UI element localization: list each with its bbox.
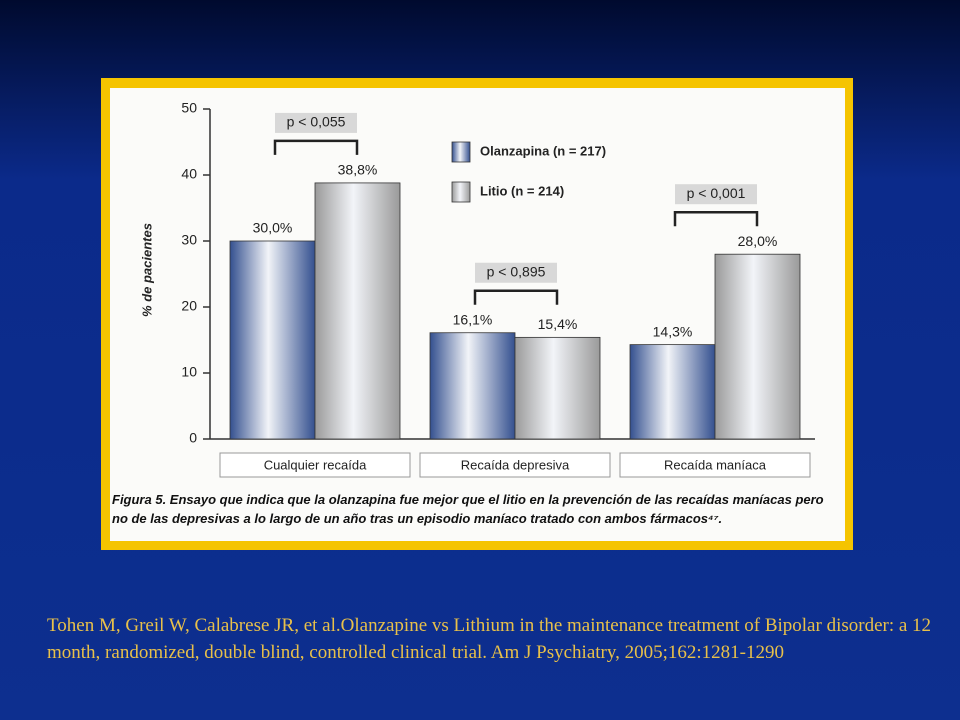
bracket bbox=[273, 139, 359, 155]
annotation: p < 0,895 bbox=[487, 263, 546, 279]
value-label: 15,4% bbox=[538, 316, 578, 332]
legend-swatch bbox=[451, 181, 471, 203]
annotation-box bbox=[475, 262, 557, 283]
legend-label: Litio (n = 214) bbox=[480, 183, 564, 198]
bar bbox=[314, 182, 401, 440]
bar bbox=[229, 240, 316, 440]
citation: Tohen M, Greil W, Calabrese JR, et al.Ol… bbox=[47, 615, 932, 663]
bar bbox=[429, 332, 516, 440]
category-box bbox=[419, 452, 611, 478]
value-label: 14,3% bbox=[653, 323, 693, 339]
y-tick-label: 50 bbox=[181, 100, 197, 116]
x-tick-label: Recaída depresiva bbox=[461, 457, 570, 472]
y-tick-label: 10 bbox=[181, 364, 197, 380]
bar bbox=[714, 253, 801, 440]
y-tick-label: 0 bbox=[189, 430, 197, 446]
annotation-box bbox=[275, 112, 357, 133]
value-label: 28,0% bbox=[738, 233, 778, 249]
category-box bbox=[619, 452, 811, 478]
caption: Figura 5. Ensayo que indica que la olanz… bbox=[112, 492, 824, 526]
annotation: p < 0,001 bbox=[687, 185, 746, 201]
legend-swatch bbox=[451, 141, 471, 163]
category-box bbox=[219, 452, 411, 478]
bar bbox=[629, 344, 716, 440]
bracket bbox=[473, 289, 559, 305]
annotation: p < 0,055 bbox=[287, 114, 346, 130]
annotation-box bbox=[675, 184, 757, 205]
bracket bbox=[673, 210, 759, 227]
value-label: 38,8% bbox=[338, 162, 378, 178]
x-tick-label: Recaída maníaca bbox=[664, 457, 767, 472]
y-axis-label: % de pacientes bbox=[139, 223, 154, 317]
y-tick-label: 20 bbox=[181, 298, 197, 314]
legend-label: Olanzapina (n = 217) bbox=[480, 143, 606, 158]
y-tick-label: 40 bbox=[181, 166, 197, 182]
value-label: 16,1% bbox=[453, 311, 493, 327]
x-tick-label: Cualquier recaída bbox=[264, 457, 367, 472]
bar bbox=[514, 336, 601, 440]
y-tick-label: 30 bbox=[181, 232, 197, 248]
value-label: 30,0% bbox=[253, 220, 293, 236]
